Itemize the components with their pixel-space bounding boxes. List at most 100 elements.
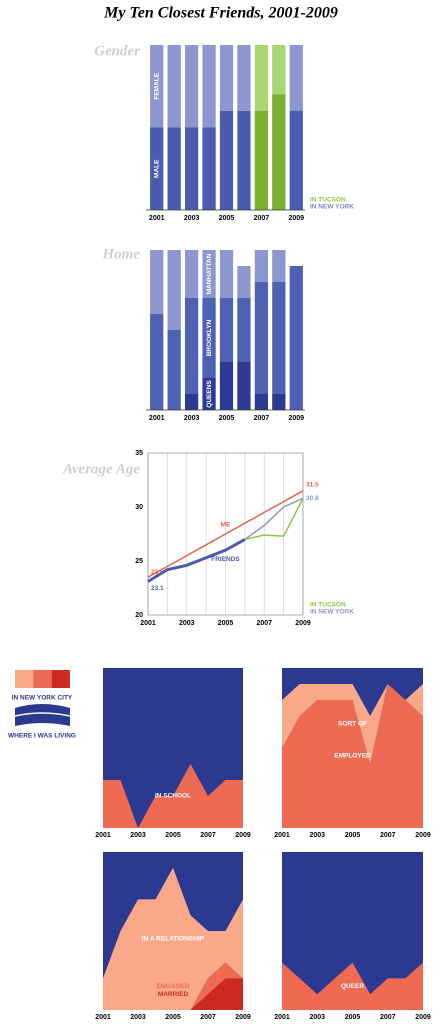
x-tick-label: 2007 [254, 415, 270, 422]
bar-segment [184, 127, 199, 210]
area-label: ENGAGED [157, 983, 190, 990]
legend-swatch [33, 670, 52, 688]
bar-segment [237, 298, 251, 362]
x-tick-label: 2003 [184, 215, 200, 222]
x-tick-label: 2001 [149, 415, 165, 422]
area-label: QUEER [341, 983, 364, 990]
legend-label: IN TUCSON [310, 197, 346, 204]
x-tick-label: 2001 [274, 1014, 290, 1021]
legend-swatch [51, 670, 70, 688]
bar-segment [202, 298, 216, 378]
bar-segment [184, 394, 199, 410]
x-tick-label: 2001 [149, 215, 165, 222]
x-tick-label: 2009 [415, 832, 431, 839]
x-tick-label: 2003 [309, 1014, 325, 1021]
segment-label: FEMALE [153, 72, 160, 99]
legend-swatch [15, 704, 70, 726]
segment-label: MANHATTAN [206, 253, 213, 294]
bar-segment [289, 266, 303, 410]
x-tick-label: 2007 [380, 1014, 396, 1021]
x-tick-label: 2005 [165, 832, 181, 839]
x-tick-label: 2007 [256, 620, 272, 627]
x-tick-label: 2007 [200, 1014, 216, 1021]
x-tick-label: 2001 [274, 832, 290, 839]
x-tick-label: 2001 [95, 832, 111, 839]
bar-segment [219, 362, 234, 410]
bar-segment [184, 250, 199, 298]
area-label: IN A RELATIONSHIP [142, 936, 205, 943]
bar-segment [219, 45, 234, 111]
bar-segment [272, 282, 286, 394]
x-tick-label: 2003 [130, 1014, 146, 1021]
x-tick-label: 2007 [200, 832, 216, 839]
bar-segment [184, 45, 199, 128]
x-tick-label: 2003 [179, 620, 195, 627]
area-series [282, 962, 423, 1010]
bar-segment [254, 45, 269, 111]
page-title: My Ten Closest Friends, 2001-2009 [103, 5, 338, 22]
x-tick-label: 2007 [380, 832, 396, 839]
bar-segment [272, 394, 286, 410]
bar-segment [202, 127, 216, 210]
data-label: 30.8 [306, 495, 319, 502]
bar-segment [219, 111, 234, 210]
bar-segment [150, 250, 164, 314]
y-tick-label: 20 [135, 612, 143, 619]
x-tick-label: 2009 [415, 1014, 431, 1021]
bar-segment [254, 250, 269, 282]
plot-frame [147, 452, 304, 616]
bar-segment [237, 45, 251, 111]
x-tick-label: 2009 [235, 1014, 251, 1021]
x-tick-label: 2003 [130, 832, 146, 839]
bar-segment [272, 94, 286, 210]
legend-label: WHERE I WAS LIVING [8, 733, 76, 740]
bar-segment [202, 250, 216, 298]
legend-label: IN TUCSON [310, 602, 346, 609]
bar-segment [219, 250, 234, 298]
bar-segment [272, 45, 286, 95]
x-tick-label: 2005 [219, 215, 235, 222]
x-tick-label: 2005 [219, 415, 235, 422]
data-label: 23.5 [151, 569, 164, 576]
area-series [103, 962, 243, 1010]
legend-label: IN NEW YORK [310, 204, 354, 211]
segment-label: MALE [153, 159, 160, 178]
bar-segment [184, 298, 199, 394]
bar-segment [289, 111, 303, 210]
area-series [103, 764, 243, 828]
bar-segment [254, 111, 269, 210]
area-label: EMPLOYED [334, 753, 371, 760]
segment-label: QUEENS [206, 380, 213, 408]
line-series [244, 498, 304, 541]
series-label: ME [221, 522, 231, 529]
area-label: IN SCHOOL [155, 793, 191, 800]
area-label: MARRIED [158, 991, 189, 998]
area-series [103, 867, 243, 1010]
bar-segment [150, 45, 164, 128]
bar-segment [289, 45, 303, 111]
bar-segment [237, 266, 251, 298]
x-tick-label: 2009 [288, 215, 304, 222]
y-tick-label: 35 [135, 450, 143, 457]
series-label: FRIENDS [211, 556, 240, 563]
data-label: 31.5 [306, 482, 319, 489]
bar-segment [272, 250, 286, 282]
bar-segment [237, 111, 251, 210]
segment-label: BROOKLYN [206, 319, 213, 356]
bar-segment [237, 362, 251, 410]
legend-label: IN NEW YORK CITY [12, 695, 73, 702]
x-tick-label: 2005 [345, 832, 361, 839]
x-tick-label: 2001 [140, 620, 156, 627]
bar-segment [167, 45, 181, 128]
bar-segment [202, 45, 216, 128]
bar-segment [167, 330, 181, 410]
bar-segment [202, 378, 216, 410]
y-tick-label: 25 [135, 558, 143, 565]
bottom-legend [14, 704, 71, 726]
bar-segment [167, 250, 181, 330]
x-tick-label: 2005 [218, 620, 234, 627]
legend-swoosh [14, 712, 71, 717]
chart-title: Home [102, 246, 141, 262]
